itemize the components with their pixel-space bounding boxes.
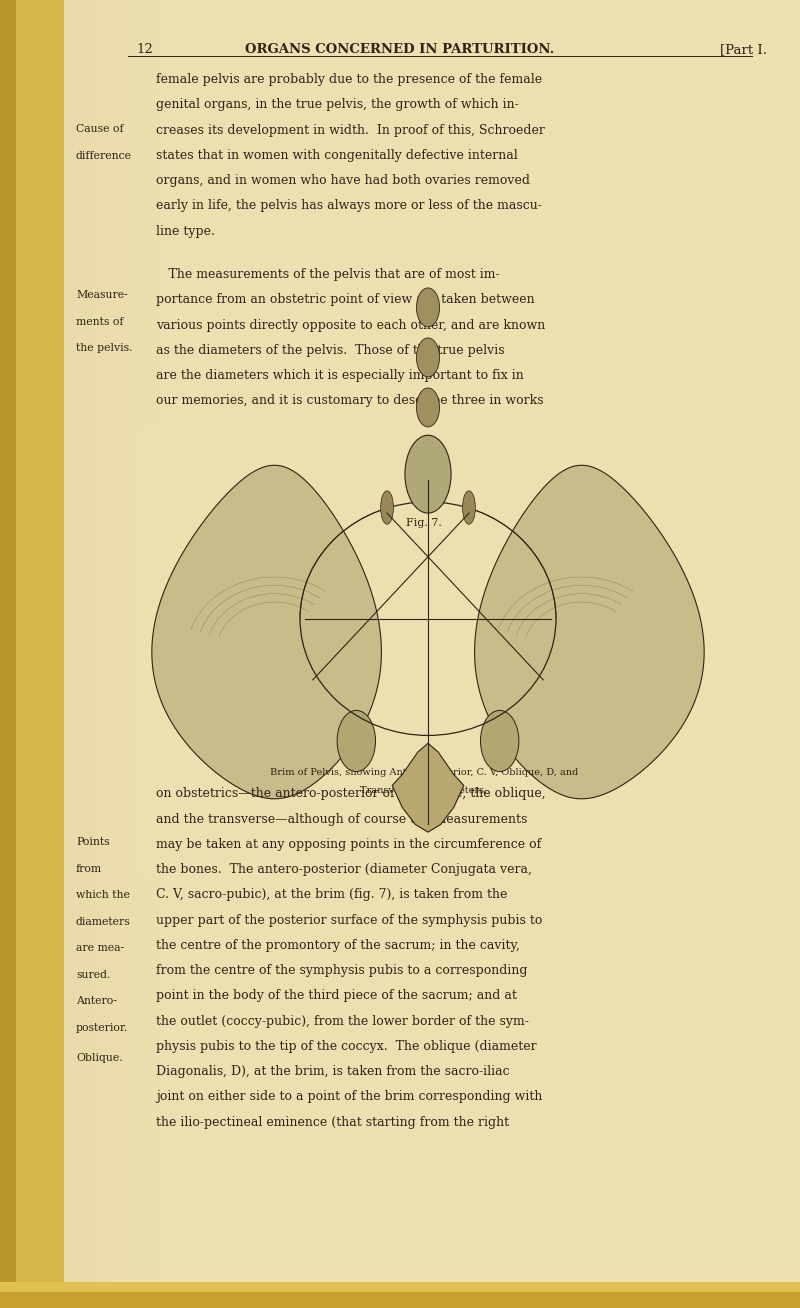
Bar	[78, 0, 83, 1308]
Text: point in the body of the third piece of the sacrum; and at: point in the body of the third piece of …	[156, 989, 517, 1002]
Bar	[83, 0, 88, 1308]
Bar	[0, 1292, 800, 1308]
Bar	[122, 0, 126, 1308]
Text: portance from an obstetric point of view are taken between: portance from an obstetric point of view…	[156, 293, 534, 306]
PathPatch shape	[152, 466, 382, 799]
Text: on obstetrics—the antero-posterior or conjugate, the oblique,: on obstetrics—the antero-posterior or co…	[156, 787, 546, 800]
Text: various points directly opposite to each other, and are known: various points directly opposite to each…	[156, 319, 546, 332]
Bar	[112, 0, 117, 1308]
Text: the pelvis.: the pelvis.	[76, 344, 133, 353]
Text: Measure-: Measure-	[76, 290, 128, 301]
Text: Fig. 7.: Fig. 7.	[406, 518, 442, 528]
Text: the bones.  The antero-posterior (diameter Conjugata vera,: the bones. The antero-posterior (diamete…	[156, 863, 532, 876]
Bar	[155, 0, 160, 1308]
PathPatch shape	[392, 743, 464, 832]
Bar	[136, 0, 141, 1308]
Text: early in life, the pelvis has always more or less of the mascu-: early in life, the pelvis has always mor…	[156, 199, 542, 212]
Bar	[16, 0, 64, 1308]
Text: upper part of the posterior surface of the symphysis pubis to: upper part of the posterior surface of t…	[156, 913, 542, 926]
Text: joint on either side to a point of the brim corresponding with: joint on either side to a point of the b…	[156, 1091, 542, 1104]
Text: organs, and in women who have had both ovaries removed: organs, and in women who have had both o…	[156, 174, 530, 187]
Text: ORGANS CONCERNED IN PARTURITION.: ORGANS CONCERNED IN PARTURITION.	[246, 43, 554, 56]
Text: as the diameters of the pelvis.  Those of the true pelvis: as the diameters of the pelvis. Those of…	[156, 344, 505, 357]
Ellipse shape	[417, 288, 439, 327]
Bar	[131, 0, 136, 1308]
Bar	[88, 0, 93, 1308]
Text: are the diameters which it is especially important to fix in: are the diameters which it is especially…	[156, 369, 524, 382]
Ellipse shape	[417, 337, 439, 377]
Bar	[64, 0, 69, 1308]
Text: Antero-: Antero-	[76, 997, 117, 1006]
Text: the centre of the promontory of the sacrum; in the cavity,: the centre of the promontory of the sacr…	[156, 939, 520, 952]
Text: posterior.: posterior.	[76, 1023, 128, 1033]
Text: Oblique.: Oblique.	[76, 1053, 122, 1063]
Text: Diagonalis, D), at the brim, is taken from the sacro-iliac: Diagonalis, D), at the brim, is taken fr…	[156, 1065, 510, 1078]
Text: physis pubis to the tip of the coccyx.  The oblique (diameter: physis pubis to the tip of the coccyx. T…	[156, 1040, 537, 1053]
PathPatch shape	[474, 466, 704, 799]
Text: creases its development in width.  In proof of this, Schroeder: creases its development in width. In pro…	[156, 124, 545, 137]
Bar	[126, 0, 131, 1308]
Bar	[150, 0, 155, 1308]
Ellipse shape	[405, 436, 451, 513]
Bar	[141, 0, 146, 1308]
Text: and the transverse—although of course the measurements: and the transverse—although of course th…	[156, 812, 527, 825]
Text: states that in women with congenitally defective internal: states that in women with congenitally d…	[156, 149, 518, 162]
Ellipse shape	[337, 710, 375, 772]
Text: Cause of: Cause of	[76, 124, 124, 135]
Text: Brim of Pelvis, showing Antero-Posterior, C. V, Oblique, D, and: Brim of Pelvis, showing Antero-Posterior…	[270, 768, 578, 777]
Text: our memories, and it is customary to describe three in works: our memories, and it is customary to des…	[156, 395, 544, 407]
Text: line type.: line type.	[156, 225, 215, 238]
Ellipse shape	[417, 388, 439, 426]
Bar	[93, 0, 98, 1308]
Text: [Part I.: [Part I.	[720, 43, 767, 56]
Text: may be taken at any opposing points in the circumference of: may be taken at any opposing points in t…	[156, 838, 542, 852]
Text: C. V, sacro-pubic), at the brim (fig. 7), is taken from the: C. V, sacro-pubic), at the brim (fig. 7)…	[156, 888, 507, 901]
Text: are mea-: are mea-	[76, 943, 124, 954]
Bar	[0, 0, 16, 1308]
Text: Transverse, T, Diameters.: Transverse, T, Diameters.	[360, 786, 488, 795]
Bar	[74, 0, 78, 1308]
Bar	[134, 429, 722, 874]
Bar	[0, 1282, 800, 1292]
Text: the ilio-pectineal eminence (that starting from the right: the ilio-pectineal eminence (that starti…	[156, 1116, 509, 1129]
Ellipse shape	[462, 490, 475, 525]
Bar	[117, 0, 122, 1308]
Text: difference: difference	[76, 150, 132, 161]
Bar	[98, 0, 102, 1308]
Ellipse shape	[481, 710, 519, 772]
Bar	[69, 0, 74, 1308]
Text: from: from	[76, 863, 102, 874]
Text: which the: which the	[76, 891, 130, 900]
Text: from the centre of the symphysis pubis to a corresponding: from the centre of the symphysis pubis t…	[156, 964, 527, 977]
Ellipse shape	[381, 490, 394, 525]
Text: the outlet (coccy-pubic), from the lower border of the sym-: the outlet (coccy-pubic), from the lower…	[156, 1015, 529, 1028]
Text: sured.: sured.	[76, 969, 110, 980]
Text: Points: Points	[76, 837, 110, 848]
Bar	[146, 0, 150, 1308]
Bar	[107, 0, 112, 1308]
Text: 12: 12	[136, 43, 153, 56]
Text: ments of: ments of	[76, 317, 123, 327]
Bar	[102, 0, 107, 1308]
Text: diameters: diameters	[76, 917, 130, 926]
Text: genital organs, in the true pelvis, the growth of which in-: genital organs, in the true pelvis, the …	[156, 98, 518, 111]
Text: The measurements of the pelvis that are of most im-: The measurements of the pelvis that are …	[156, 268, 500, 281]
Text: female pelvis are probably due to the presence of the female: female pelvis are probably due to the pr…	[156, 73, 542, 86]
